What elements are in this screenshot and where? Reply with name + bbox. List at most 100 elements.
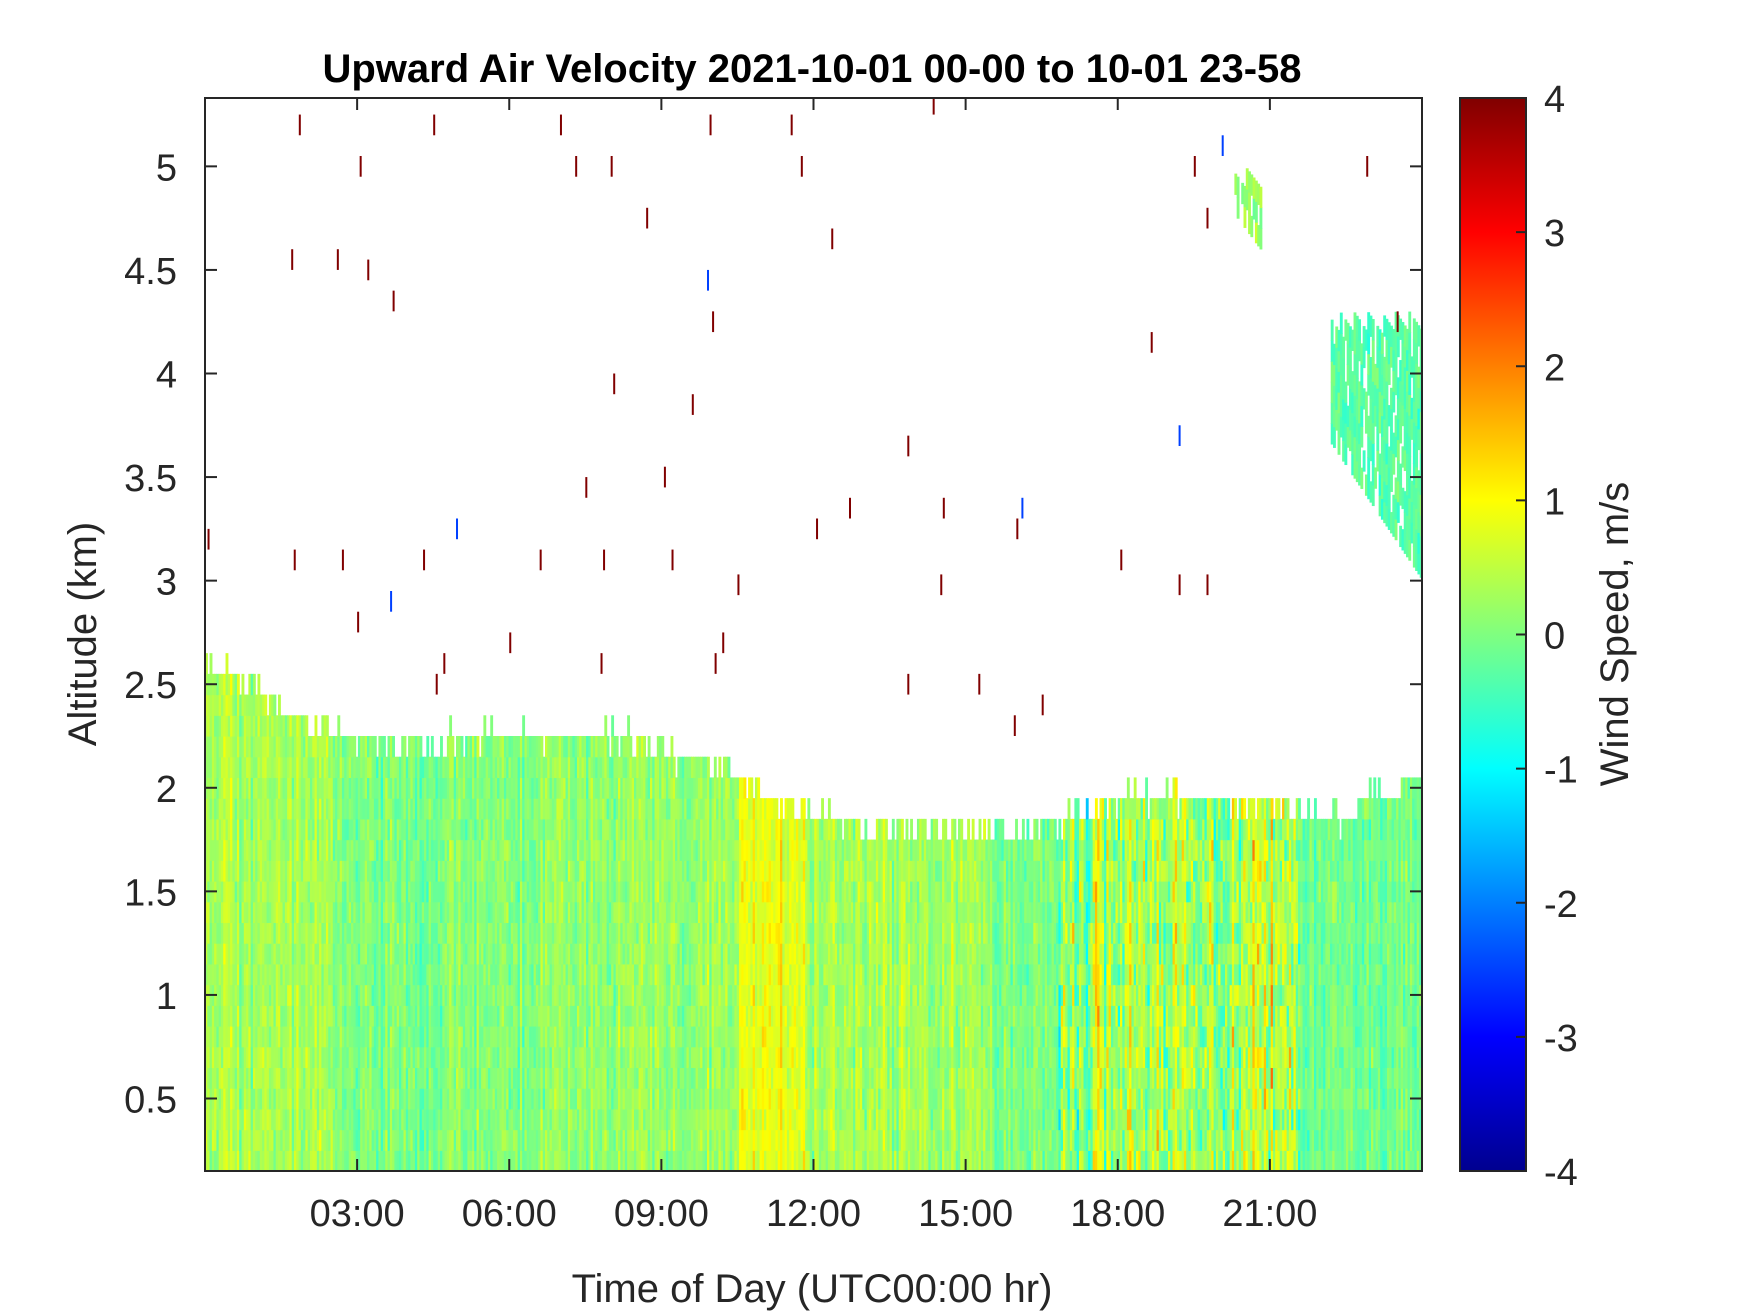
heatmap-cell (271, 715, 275, 737)
heatmap-cell (428, 1150, 432, 1171)
heatmap-cell (220, 1026, 224, 1048)
heatmap-cell (545, 984, 548, 1006)
heatmap-cell (713, 1005, 717, 1027)
heatmap-cell (424, 798, 427, 820)
heatmap-cell (492, 963, 496, 986)
heatmap-cell (540, 756, 544, 779)
heatmap-cell (645, 777, 649, 799)
heatmap-cell (389, 736, 393, 758)
heatmap-cell (549, 818, 553, 841)
heatmap-cell (287, 1129, 291, 1151)
heatmap-cell (513, 1108, 516, 1131)
heatmap-cell (570, 736, 573, 758)
heatmap-cell (590, 1129, 594, 1151)
heatmap-cell (476, 922, 480, 944)
heatmap-cell (353, 1129, 357, 1151)
heatmap-cell (661, 1088, 665, 1110)
heatmap-cell (307, 839, 311, 861)
heatmap-cell (303, 860, 306, 882)
heatmap-cell (373, 963, 377, 986)
heatmap-cell (501, 777, 505, 799)
heatmap-cell (378, 1150, 382, 1171)
heatmap-cell (223, 1067, 227, 1089)
heatmap-cell (506, 798, 510, 820)
heatmap-cell (278, 694, 281, 716)
heatmap-cell (246, 715, 249, 737)
heatmap-cell (369, 736, 373, 758)
heatmap-cell (506, 1088, 510, 1110)
heatmap-cell (241, 881, 245, 903)
heatmap-cell (602, 901, 605, 924)
heatmap-cell (309, 1046, 313, 1069)
heatmap-cell (592, 984, 596, 1006)
heatmap-cell (246, 1108, 249, 1131)
heatmap-cell (529, 922, 532, 944)
heatmap-cell (252, 1026, 256, 1048)
heatmap-cell (736, 922, 740, 944)
heatmap-cell (722, 860, 726, 882)
heatmap-cell (661, 1129, 665, 1151)
heatmap-cell (396, 963, 400, 986)
heatmap-cell (679, 1150, 683, 1171)
heatmap-cell (433, 1046, 437, 1069)
heatmap-cell (319, 881, 322, 903)
heatmap-cell (273, 1067, 277, 1089)
heatmap-cell (296, 1046, 300, 1069)
heatmap-cell (716, 1046, 720, 1069)
heatmap-cell (620, 860, 624, 882)
heatmap-cell (289, 1005, 293, 1027)
heatmap-cell (560, 1108, 564, 1131)
heatmap-cell (547, 922, 551, 944)
heatmap-cell (223, 1088, 227, 1110)
heatmap-cell (467, 839, 471, 861)
heatmap-cell (444, 777, 448, 799)
heatmap-cell (248, 881, 252, 903)
heatmap-cell (305, 1088, 309, 1110)
heatmap-cell (460, 756, 464, 779)
heatmap-cell (428, 818, 432, 841)
heatmap-cell (725, 777, 729, 799)
heatmap-cell (259, 901, 263, 924)
heatmap-cell (460, 818, 464, 841)
heatmap-cell (540, 1067, 544, 1089)
heatmap-cell (545, 1129, 548, 1151)
heatmap-cell (353, 756, 357, 779)
heatmap-cell (649, 818, 653, 841)
heatmap-cell (421, 777, 425, 799)
heatmap-cell (627, 922, 631, 944)
heatmap-cell (442, 901, 446, 924)
heatmap-cell (282, 756, 286, 779)
heatmap-cell (230, 901, 233, 924)
heatmap-cell (449, 901, 453, 924)
heatmap-cell (335, 1088, 338, 1110)
heatmap-cell (300, 901, 304, 924)
heatmap-cell (686, 901, 690, 924)
heatmap-cell (248, 1005, 252, 1027)
heatmap-cell (517, 1026, 521, 1048)
heatmap-cell (741, 1046, 745, 1069)
heatmap-cell (293, 1088, 297, 1110)
heatmap-cell (458, 1026, 462, 1048)
heatmap-cell (549, 798, 553, 820)
heatmap-cell (725, 798, 729, 820)
heatmap-cell (533, 736, 537, 758)
heatmap-cell (234, 901, 238, 924)
heatmap-cell (234, 839, 238, 861)
heatmap-cell (540, 1046, 544, 1069)
heatmap-cell (549, 839, 553, 861)
heatmap-cell (293, 1046, 297, 1069)
heatmap-cell (722, 839, 726, 861)
heatmap-cell (602, 736, 605, 758)
heatmap-cell (341, 1005, 345, 1027)
heatmap-cell (303, 1046, 306, 1069)
heatmap-cell (663, 798, 667, 820)
heatmap-cell (570, 839, 573, 861)
heatmap-cell (590, 1150, 594, 1171)
heatmap-cell (729, 839, 733, 861)
heatmap-cell (405, 963, 409, 986)
heatmap-cell (583, 860, 587, 882)
heatmap-cell (722, 1005, 726, 1027)
heatmap-cell (303, 922, 306, 944)
heatmap-cell (513, 1067, 516, 1089)
heatmap-cell (656, 881, 660, 903)
